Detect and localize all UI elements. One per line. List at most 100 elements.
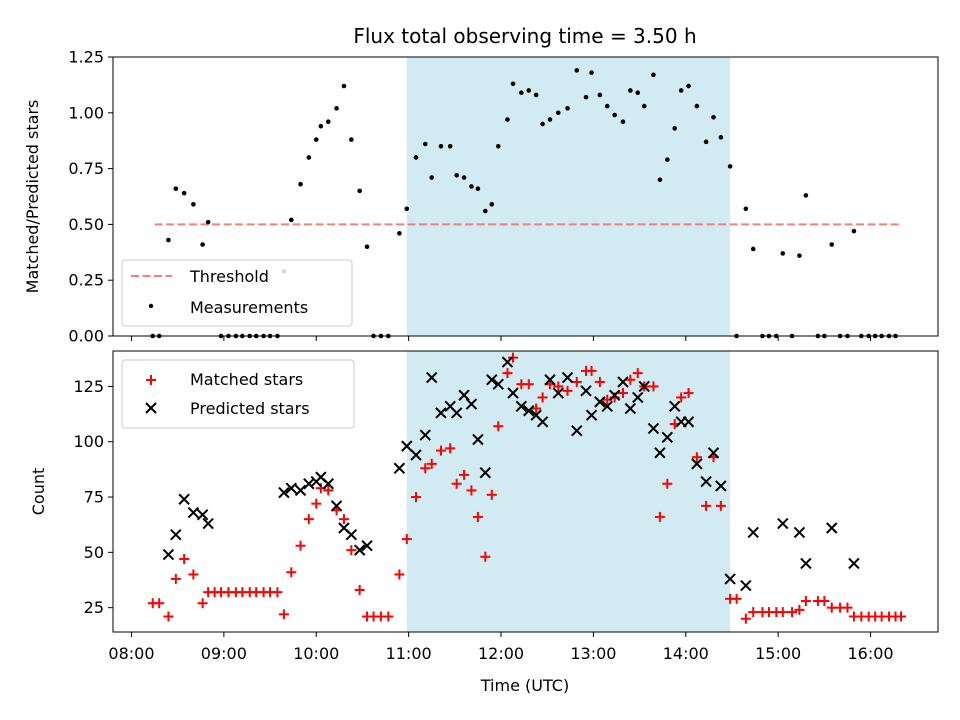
measurement-point	[475, 186, 481, 191]
predicted-star-point	[668, 400, 681, 413]
measurement-point	[597, 92, 603, 98]
predicted-star-point	[594, 396, 606, 408]
matched-star-point	[562, 385, 573, 396]
predicted-marker-b	[707, 447, 720, 459]
predicted-marker-b	[353, 544, 366, 556]
predicted-marker-b	[740, 579, 752, 592]
matched-star-point	[311, 498, 322, 509]
predicted-marker-b	[465, 398, 478, 410]
predicted-star-point	[715, 480, 727, 492]
measurement-point	[703, 139, 709, 145]
matched-star-point	[586, 365, 597, 376]
matched-star-point	[170, 573, 181, 584]
matched-star-point	[154, 598, 165, 609]
predicted-marker-b	[410, 449, 422, 461]
measurement-point	[191, 202, 196, 207]
x-tick-label: 12:00	[478, 644, 524, 663]
matched-star-point	[632, 368, 643, 379]
measurement-point	[289, 217, 294, 223]
predicted-marker-b	[552, 387, 565, 399]
ratio-y-tick-label: 0.25	[68, 271, 104, 290]
predicted-marker-b	[426, 371, 438, 384]
matched-star-point	[472, 511, 483, 522]
measurement-point	[565, 106, 570, 111]
ratio-y-axis-label: Matched/Predicted stars	[23, 100, 42, 294]
predicted-star-point	[294, 484, 307, 497]
predicted-marker-b	[580, 385, 592, 397]
matched-star-point	[896, 611, 907, 622]
measurement-point	[665, 157, 670, 162]
matched-star-point	[715, 500, 726, 511]
matched-star-point	[523, 379, 534, 390]
x-tick-label: 10:00	[293, 644, 339, 663]
measurement-point	[678, 88, 684, 93]
predicted-marker-b	[585, 409, 598, 421]
predicted-marker-b	[322, 478, 334, 490]
measurement-point	[686, 83, 691, 89]
matched-star-point	[420, 463, 431, 474]
matched-star-point	[338, 514, 349, 525]
matched-star-point	[553, 381, 564, 392]
measurement-point	[694, 103, 700, 109]
predicted-star-point	[601, 400, 613, 413]
measurement-point	[604, 103, 610, 109]
predicted-marker-b	[196, 509, 209, 521]
x-tick-label: 13:00	[570, 644, 616, 663]
ratio-y-tick-label: 1.25	[68, 48, 104, 67]
predicted-star-point	[571, 424, 583, 437]
measurement-point	[429, 175, 435, 180]
matched-star-point	[445, 443, 456, 454]
predicted-marker-b	[747, 526, 759, 539]
matched-star-point	[691, 452, 702, 463]
measurement-point	[657, 177, 663, 183]
predicted-marker-b	[178, 493, 190, 505]
matched-star-point	[502, 368, 513, 379]
predicted-star-point	[486, 374, 498, 386]
matched-star-point	[617, 388, 628, 399]
measurement-point	[851, 228, 857, 234]
predicted-marker-b	[435, 407, 447, 419]
measurement-point	[447, 143, 453, 149]
predicted-star-point	[624, 402, 637, 415]
count-y-tick-label: 100	[73, 432, 104, 451]
measurement-point	[200, 242, 205, 247]
count-panel: 25 50 75 100 125 08:00 09:00 10:00 11:00 12:00 13…	[29, 350, 939, 695]
matched-star-point	[451, 478, 462, 489]
predicted-star-point	[638, 380, 650, 393]
matched-star-point	[459, 469, 470, 480]
predicted-star-point	[492, 378, 504, 390]
predicted-star-point	[393, 462, 406, 474]
predicted-marker-b	[523, 405, 535, 417]
measurement-point	[404, 206, 410, 212]
predicted-star-point	[515, 400, 528, 413]
count-y-axis-label: Count	[29, 468, 48, 516]
matched-star-point	[676, 392, 687, 403]
predicted-star-point	[361, 540, 373, 552]
predicted-star-point	[561, 371, 574, 384]
predicted-star-point	[585, 409, 598, 421]
predicted-marker-b	[700, 475, 712, 488]
matched-star-point	[435, 445, 446, 456]
predicted-star-point	[410, 449, 422, 461]
matched-star-point	[466, 485, 477, 496]
measurement-point	[750, 246, 756, 252]
matched-stars-series	[147, 352, 907, 624]
measurement-point	[797, 253, 802, 258]
matched-star-point	[777, 607, 788, 618]
observing-window-shade	[406, 57, 731, 336]
predicted-star-point	[747, 526, 759, 539]
matched-star-point	[701, 500, 712, 511]
measurement-point	[438, 143, 444, 149]
measurement-point	[583, 94, 589, 100]
predicted-marker-b	[501, 356, 514, 368]
measurement-point	[397, 231, 402, 236]
matched-star-point	[426, 458, 437, 469]
predicted-star-point	[479, 466, 492, 479]
matched-star-point	[354, 584, 365, 595]
predicted-star-point	[196, 509, 209, 521]
ratio-y-axis: 0.00 0.25 0.50 0.75 1.00 1.25	[68, 48, 113, 346]
measurement-point	[422, 141, 428, 147]
predicted-star-point	[608, 389, 621, 401]
predicted-marker-b	[285, 482, 298, 494]
predicted-star-point	[661, 431, 674, 443]
